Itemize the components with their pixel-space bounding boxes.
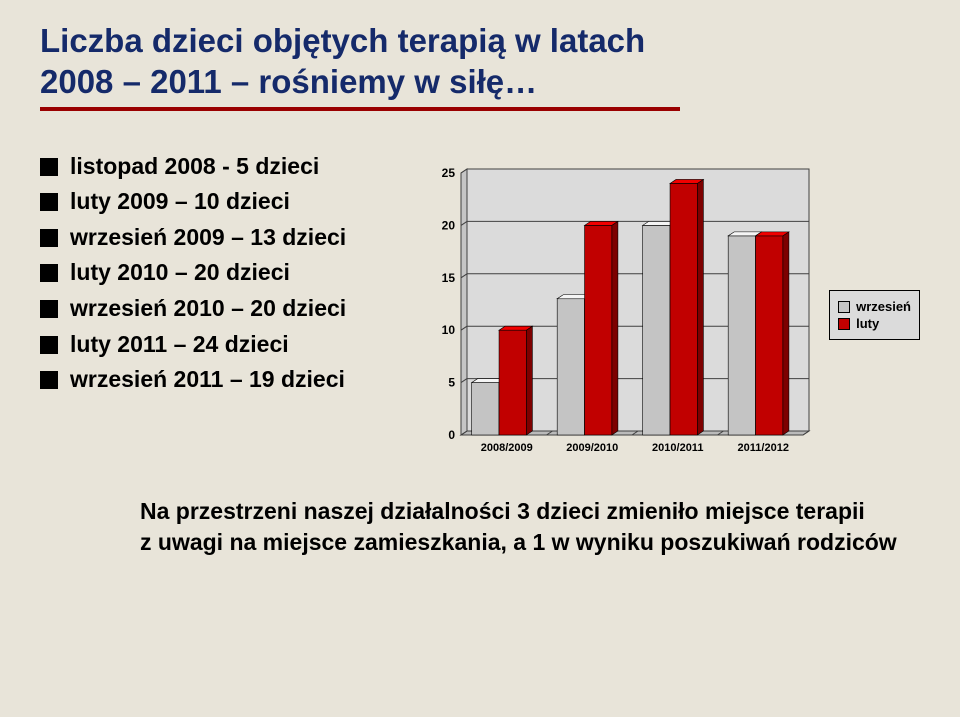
page-title-line2: 2008 – 2011 – rośniemy w siłę…: [40, 61, 920, 102]
bullet-text: wrzesień 2010 – 20 dzieci: [70, 291, 346, 327]
title-rule: [40, 107, 680, 111]
legend-item: luty: [838, 316, 911, 331]
bullet-icon: [40, 336, 58, 354]
svg-text:5: 5: [448, 375, 455, 389]
bar-chart: 0 5 10 15 20 25 2008/2009 2009/2010 2010/2011 201…: [427, 163, 817, 468]
legend-swatch: [838, 301, 850, 313]
legend-label: luty: [856, 316, 879, 331]
svg-text:25: 25: [442, 166, 456, 180]
bullet-icon: [40, 229, 58, 247]
list-item: wrzesień 2010 – 20 dzieci: [40, 291, 409, 327]
svg-text:10: 10: [442, 323, 456, 337]
bullet-text: luty 2010 – 20 dzieci: [70, 255, 290, 291]
list-item: wrzesień 2011 – 19 dzieci: [40, 362, 409, 398]
svg-text:2009/2010: 2009/2010: [566, 442, 618, 454]
bullet-icon: [40, 193, 58, 211]
svg-text:2008/2009: 2008/2009: [481, 442, 533, 454]
bullet-icon: [40, 158, 58, 176]
bullet-icon: [40, 371, 58, 389]
svg-text:0: 0: [448, 428, 455, 442]
bullet-text: wrzesień 2011 – 19 dzieci: [70, 362, 345, 398]
list-item: listopad 2008 - 5 dzieci: [40, 149, 409, 185]
bullet-icon: [40, 264, 58, 282]
bullet-text: wrzesień 2009 – 13 dzieci: [70, 220, 346, 256]
legend-item: wrzesień: [838, 299, 911, 314]
content-row: listopad 2008 - 5 dzieci luty 2009 – 10 …: [40, 145, 920, 468]
list-item: wrzesień 2009 – 13 dzieci: [40, 220, 409, 256]
bullet-list: listopad 2008 - 5 dzieci luty 2009 – 10 …: [40, 145, 409, 398]
legend-swatch: [838, 318, 850, 330]
svg-text:20: 20: [442, 218, 456, 232]
chart-area: 0 5 10 15 20 25 2008/2009 2009/2010 2010/2011 201…: [427, 163, 920, 468]
bullet-text: listopad 2008 - 5 dzieci: [70, 149, 319, 185]
list-item: luty 2011 – 24 dzieci: [40, 327, 409, 363]
footer-line: Na przestrzeni naszej działalności 3 dzi…: [140, 496, 920, 527]
page-title-line1: Liczba dzieci objętych terapią w latach: [40, 20, 920, 61]
footer-text: Na przestrzeni naszej działalności 3 dzi…: [40, 496, 920, 558]
list-item: luty 2010 – 20 dzieci: [40, 255, 409, 291]
svg-text:2010/2011: 2010/2011: [652, 442, 703, 454]
svg-text:2011/2012: 2011/2012: [738, 442, 789, 454]
list-item: luty 2009 – 10 dzieci: [40, 184, 409, 220]
footer-line: z uwagi na miejsce zamieszkania, a 1 w w…: [140, 527, 920, 558]
title-block: Liczba dzieci objętych terapią w latach …: [40, 20, 920, 111]
legend-label: wrzesień: [856, 299, 911, 314]
svg-text:15: 15: [442, 270, 456, 284]
bullet-icon: [40, 300, 58, 318]
bullet-text: luty 2009 – 10 dzieci: [70, 184, 290, 220]
bullet-text: luty 2011 – 24 dzieci: [70, 327, 289, 363]
chart-legend: wrzesień luty: [829, 290, 920, 340]
chart-svg: 0 5 10 15 20 25 2008/2009 2009/2010 2010/2011 201…: [427, 163, 817, 463]
